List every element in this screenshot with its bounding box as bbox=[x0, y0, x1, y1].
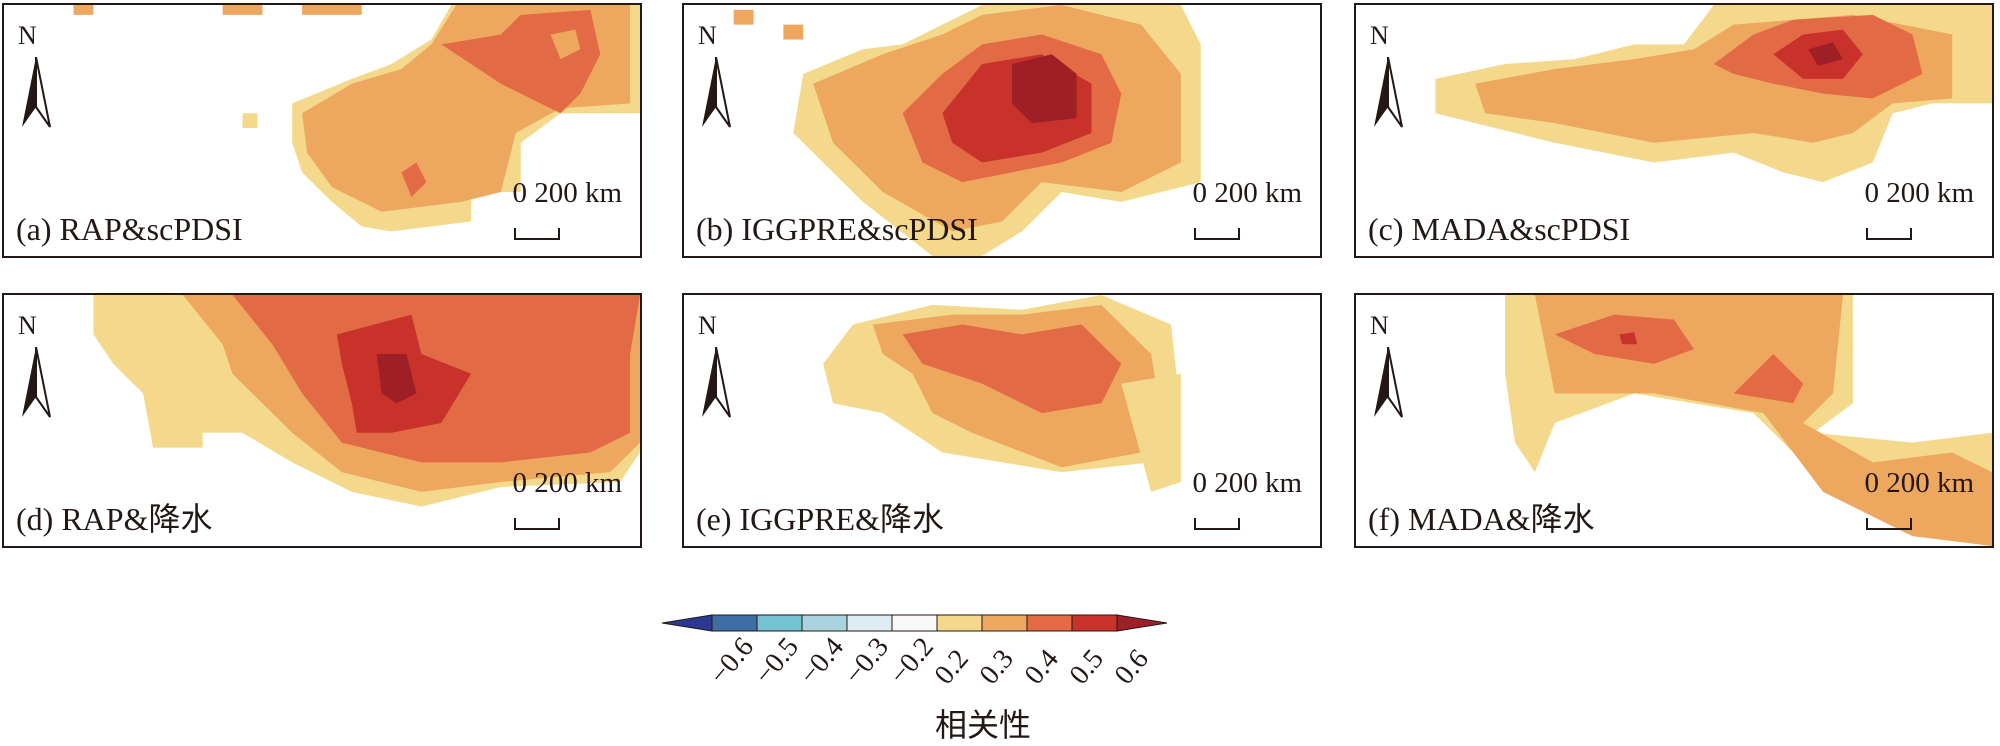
panel-label: (c) MADA&scPDSI bbox=[1368, 211, 1631, 247]
colorbar-tick-label: 0.4 bbox=[1019, 644, 1065, 691]
panel-label: (b) IGGPRE&scPDSI bbox=[696, 211, 978, 247]
correlation-region bbox=[73, 5, 94, 15]
panel-label: (e) IGGPRE&降水 bbox=[696, 501, 944, 537]
correlation-region bbox=[550, 29, 581, 60]
correlation-map bbox=[1505, 295, 1992, 546]
correlation-map bbox=[733, 5, 1201, 256]
panel-label: (a) RAP&scPDSI bbox=[16, 211, 243, 247]
colorbar-bin bbox=[756, 614, 803, 632]
colorbar-arrow-high bbox=[1116, 614, 1168, 632]
scale-label: 0 200 km bbox=[1864, 177, 1974, 209]
panel-label: (d) RAP&降水 bbox=[16, 501, 213, 537]
colorbar-tick-label: −0.2 bbox=[884, 632, 940, 691]
correlation-region bbox=[376, 354, 417, 404]
scale-label: 0 200 km bbox=[512, 467, 622, 499]
colorbar-bin bbox=[981, 614, 1028, 632]
scale-bar bbox=[1866, 228, 1912, 240]
correlation-map bbox=[823, 295, 1181, 492]
correlation-region bbox=[302, 5, 362, 15]
north-arrow-icon bbox=[22, 57, 51, 128]
scale-bar bbox=[514, 518, 560, 530]
correlation-region bbox=[242, 113, 258, 129]
scale-bar bbox=[1194, 518, 1240, 530]
colorbar-bin bbox=[1071, 614, 1118, 632]
scale-bar bbox=[1194, 228, 1240, 240]
correlation-map bbox=[1435, 5, 1992, 183]
colorbar-tick-label: 0.6 bbox=[1109, 644, 1155, 691]
north-arrow-icon bbox=[1374, 347, 1403, 418]
north-arrow-icon bbox=[1374, 57, 1403, 128]
colorbar-tick-label: −0.4 bbox=[794, 632, 850, 691]
north-label: N bbox=[698, 21, 717, 50]
correlation-region bbox=[902, 324, 1122, 414]
colorbar-title: 相关性 bbox=[935, 706, 1032, 744]
north-arrow-icon bbox=[702, 57, 731, 128]
north-arrow-icon bbox=[22, 347, 51, 418]
north-label: N bbox=[1370, 21, 1389, 50]
correlation-map bbox=[93, 295, 640, 507]
colorbar-bin bbox=[801, 614, 848, 632]
north-label: N bbox=[1370, 311, 1389, 340]
correlation-region bbox=[733, 9, 754, 25]
colorbar-arrow-low bbox=[661, 614, 713, 632]
north-arrow-icon bbox=[702, 347, 731, 418]
correlation-region bbox=[1619, 332, 1638, 345]
north-label: N bbox=[698, 311, 717, 340]
map-panel: N (b) IGGPRE&scPDSI 0 200 km bbox=[682, 3, 1322, 258]
north-label: N bbox=[18, 311, 37, 340]
correlation-region bbox=[1121, 373, 1181, 492]
correlation-region bbox=[1808, 42, 1843, 67]
correlation-region bbox=[1011, 54, 1077, 124]
scale-bar bbox=[1866, 518, 1912, 530]
colorbar-tick-label: 0.5 bbox=[1064, 644, 1110, 691]
scale-label: 0 200 km bbox=[1864, 467, 1974, 499]
correlation-region bbox=[222, 5, 263, 15]
correlation-map bbox=[73, 5, 640, 232]
scale-label: 0 200 km bbox=[512, 177, 622, 209]
scale-bar bbox=[514, 228, 560, 240]
colorbar-bin bbox=[711, 614, 758, 632]
scale-label: 0 200 km bbox=[1192, 467, 1302, 499]
colorbar-bin bbox=[846, 614, 893, 632]
colorbar-bin bbox=[1026, 614, 1073, 632]
correlation-region bbox=[401, 162, 427, 197]
colorbar-tick-label: −0.3 bbox=[839, 632, 895, 691]
colorbar-tick-label: −0.5 bbox=[749, 632, 805, 691]
colorbar-bin bbox=[891, 614, 938, 632]
map-panel: N (a) RAP&scPDSI 0 200 km bbox=[2, 3, 642, 258]
map-panel: N (e) IGGPRE&降水 0 200 km bbox=[682, 293, 1322, 548]
map-panel: N (c) MADA&scPDSI 0 200 km bbox=[1354, 3, 1994, 258]
colorbar-tick-label: −0.6 bbox=[704, 632, 760, 691]
correlation-region bbox=[783, 24, 804, 40]
correlation-region bbox=[1733, 354, 1804, 404]
colorbar: −0.6−0.5−0.4−0.3−0.20.20.30.40.50.6 bbox=[661, 614, 1168, 691]
scale-label: 0 200 km bbox=[1192, 177, 1302, 209]
colorbar-bin bbox=[936, 614, 983, 632]
panel-label: (f) MADA&降水 bbox=[1368, 501, 1595, 537]
map-panel: N (f) MADA&降水 0 200 km bbox=[1354, 293, 1994, 548]
map-panel: N (d) RAP&降水 0 200 km bbox=[2, 293, 642, 548]
north-label: N bbox=[18, 21, 37, 50]
colorbar-tick-label: 0.3 bbox=[974, 644, 1020, 691]
